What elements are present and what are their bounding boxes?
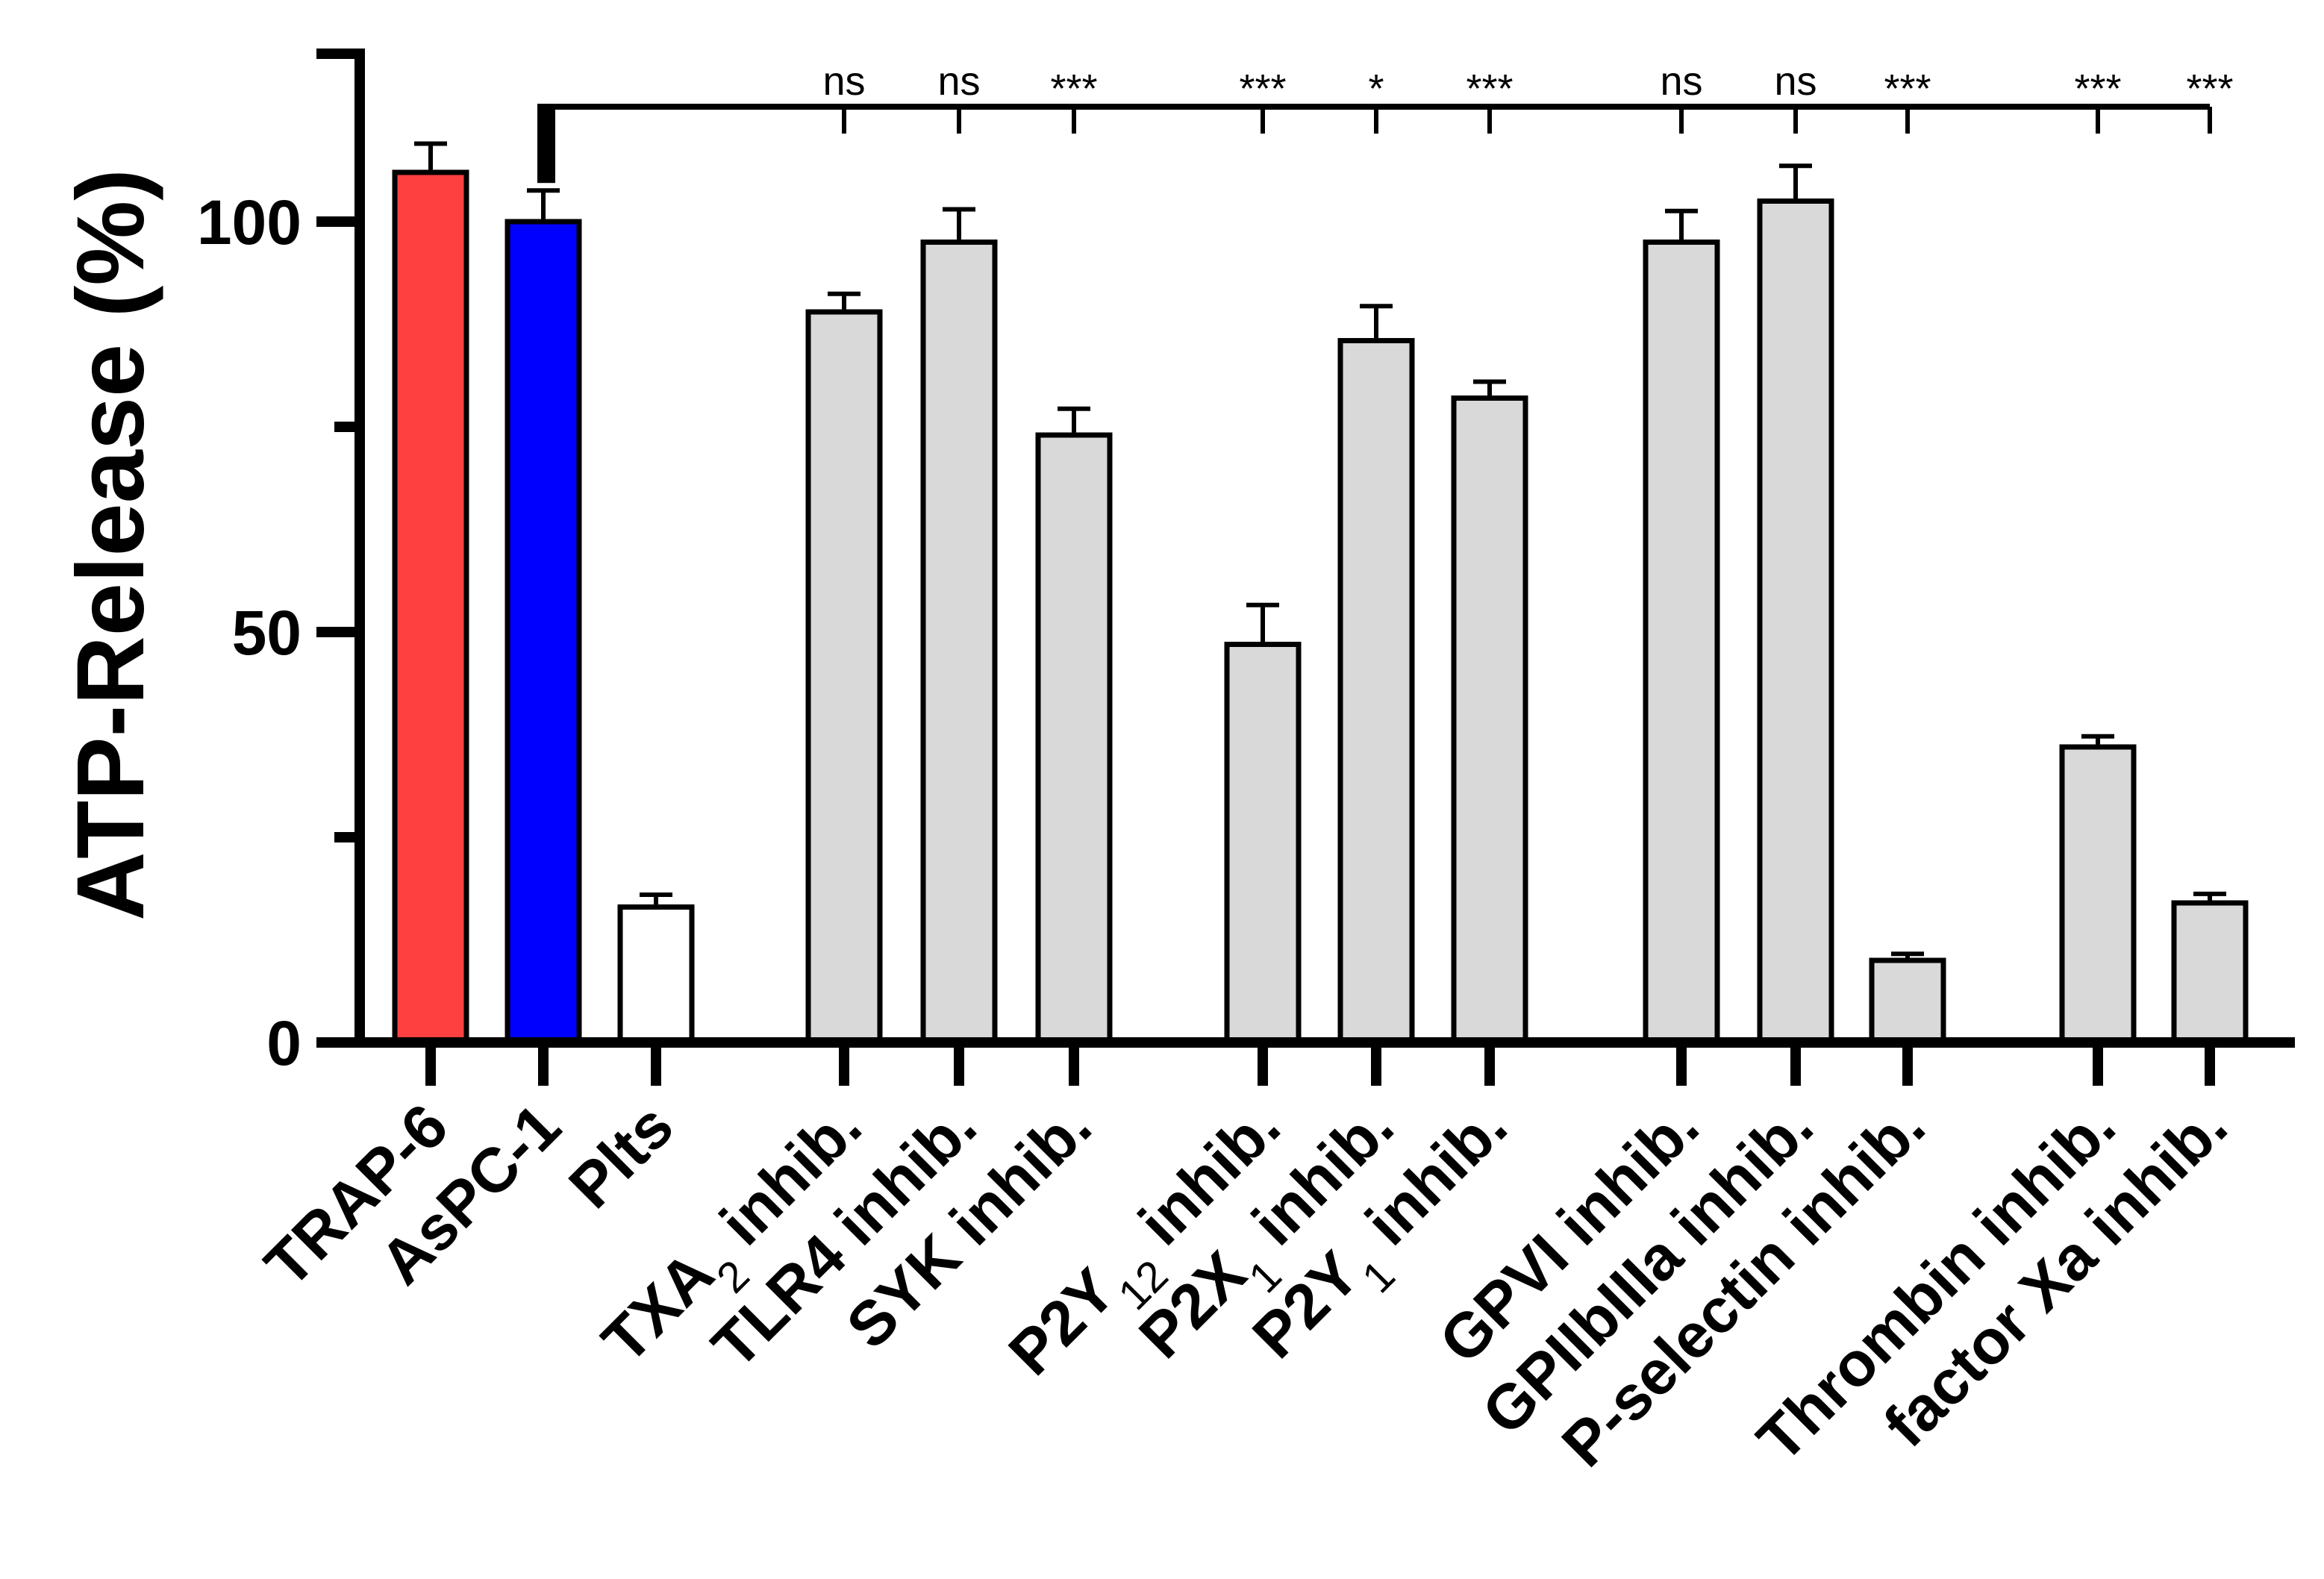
- significance-label-9: ns: [1660, 59, 1702, 104]
- significance-label-12: ***: [2074, 66, 2121, 111]
- bar-7: [1337, 338, 1415, 1045]
- significance-label-4: ns: [937, 59, 980, 104]
- bar-3: [805, 309, 883, 1045]
- x-tick-label-part: TXA: [589, 1238, 727, 1376]
- x-tick-label-part: Plts: [555, 1090, 686, 1221]
- axes: 0 50 100: [197, 49, 365, 1078]
- significance-label-6: ***: [1239, 66, 1286, 111]
- bar-0: [392, 169, 469, 1045]
- x-tick-label-2: Plts: [555, 1090, 686, 1221]
- y-axis-label: ATP-Release (%): [57, 169, 164, 921]
- bar-10: [1757, 198, 1834, 1045]
- y-axis-label-group: ATP-Release (%): [57, 169, 164, 921]
- y-tick-label-0: 0: [266, 1008, 302, 1078]
- bar-11: [1869, 957, 1946, 1045]
- bars: [354, 169, 2295, 1086]
- significance-label-5: ***: [1050, 66, 1097, 111]
- significance-label-13: ***: [2186, 66, 2233, 111]
- bar-4: [920, 240, 998, 1045]
- significance-bracket-reference-leg: [537, 104, 555, 184]
- significance-label-10: ns: [1774, 59, 1817, 104]
- x-tick-label-part: P2Y: [995, 1255, 1128, 1389]
- bar-1: [505, 219, 582, 1045]
- significance-label-7: *: [1368, 66, 1384, 111]
- bar-8: [1451, 395, 1528, 1045]
- significance-label-8: ***: [1466, 66, 1513, 111]
- significance-annotations: ns ns *** *** * *** ns ns *** *** ***: [537, 59, 2234, 184]
- bar-9: [1643, 240, 1720, 1045]
- significance-label-11: ***: [1884, 66, 1931, 111]
- significance-label-3: ns: [822, 59, 865, 104]
- y-tick-label-50: 50: [232, 598, 302, 668]
- bar-13: [2171, 900, 2249, 1045]
- error-bars: [414, 141, 2226, 960]
- bar-12: [2059, 744, 2137, 1045]
- y-tick-label-100: 100: [197, 187, 302, 257]
- bar-2: [617, 904, 695, 1045]
- bar-5: [1035, 432, 1113, 1045]
- bar-6: [1224, 642, 1302, 1045]
